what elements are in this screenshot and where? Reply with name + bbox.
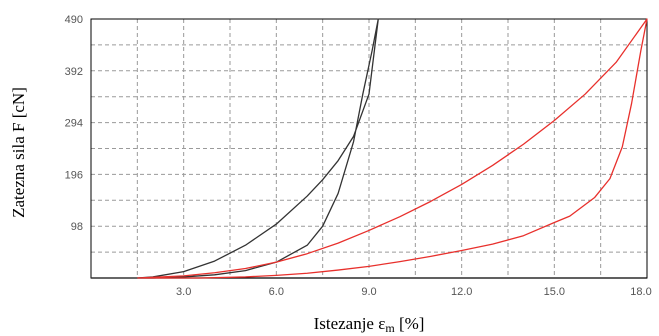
x-tick-label: 9.0 — [361, 286, 376, 298]
x-tick-label: 6.0 — [269, 286, 284, 298]
y-tick-label: 392 — [65, 66, 83, 78]
x-tick-label: 18.0 — [630, 286, 651, 298]
x-tick-label: 12.0 — [451, 286, 472, 298]
x-tick-label: 15.0 — [544, 286, 565, 298]
x-axis-label-subscript: m — [385, 321, 395, 335]
x-tick-label: 3.0 — [176, 286, 191, 298]
x-axis-label: Istezanje εm [%] — [314, 314, 425, 335]
grid — [91, 19, 647, 278]
y-tick-label: 294 — [65, 118, 83, 130]
x-tick-labels: 3.0 6.0 9.0 12.0 15.0 18.0 — [176, 286, 652, 298]
y-tick-label: 98 — [71, 221, 83, 233]
y-tick-label: 196 — [65, 169, 83, 181]
y-tick-labels: 98 196 294 392 490 — [65, 14, 83, 233]
y-axis-label: Zatezna sila F [cN] — [9, 87, 28, 218]
series-line-2 — [137, 18, 648, 279]
series-layer — [91, 18, 648, 279]
series-line-1 — [91, 18, 379, 279]
x-axis-label-unit: [%] — [395, 314, 425, 333]
x-axis-label-main: Istezanje ε — [314, 314, 386, 333]
y-tick-label: 490 — [65, 14, 83, 26]
